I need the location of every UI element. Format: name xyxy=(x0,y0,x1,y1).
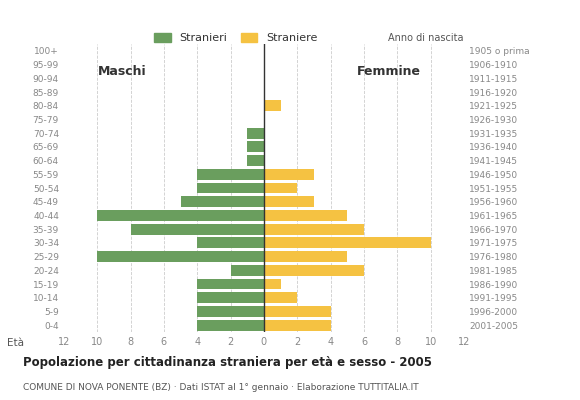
Bar xyxy=(247,128,264,139)
Bar xyxy=(197,306,264,317)
Legend: Stranieri, Straniere: Stranieri, Straniere xyxy=(151,29,321,46)
Bar xyxy=(130,224,264,235)
Text: Età: Età xyxy=(7,338,24,348)
Bar xyxy=(264,169,314,180)
Bar xyxy=(264,196,314,207)
Bar xyxy=(264,182,297,194)
Bar xyxy=(264,265,364,276)
Bar xyxy=(264,306,331,317)
Bar xyxy=(264,292,297,303)
Bar xyxy=(247,155,264,166)
Bar xyxy=(180,196,264,207)
Bar xyxy=(197,320,264,331)
Bar xyxy=(97,210,264,221)
Bar xyxy=(97,251,264,262)
Text: Femmine: Femmine xyxy=(357,65,421,78)
Bar xyxy=(264,224,364,235)
Bar xyxy=(247,141,264,152)
Text: Maschi: Maschi xyxy=(98,65,147,78)
Bar xyxy=(264,237,430,248)
Bar xyxy=(230,265,264,276)
Bar xyxy=(197,182,264,194)
Text: COMUNE DI NOVA PONENTE (BZ) · Dati ISTAT al 1° gennaio · Elaborazione TUTTITALIA: COMUNE DI NOVA PONENTE (BZ) · Dati ISTAT… xyxy=(23,383,419,392)
Bar xyxy=(264,251,347,262)
Bar xyxy=(197,292,264,303)
Text: Anno di nascita: Anno di nascita xyxy=(389,32,464,42)
Bar xyxy=(197,237,264,248)
Bar xyxy=(264,100,281,111)
Bar xyxy=(264,320,331,331)
Bar xyxy=(264,210,347,221)
Bar xyxy=(264,278,281,290)
Bar xyxy=(197,169,264,180)
Bar xyxy=(197,278,264,290)
Text: Popolazione per cittadinanza straniera per età e sesso - 2005: Popolazione per cittadinanza straniera p… xyxy=(23,356,432,369)
